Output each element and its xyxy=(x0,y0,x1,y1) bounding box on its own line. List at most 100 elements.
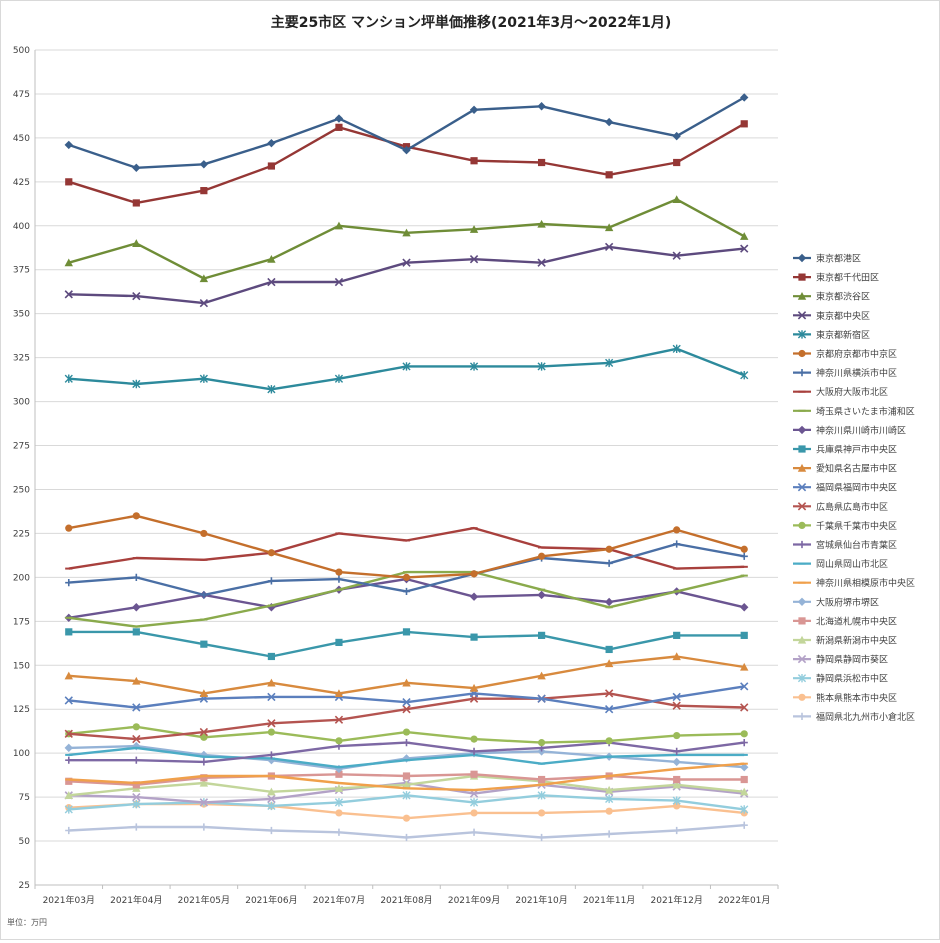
data-point xyxy=(335,568,343,576)
series-line xyxy=(68,630,745,658)
data-point xyxy=(402,228,411,237)
data-point xyxy=(537,258,546,267)
data-point xyxy=(537,739,546,747)
data-point xyxy=(132,163,141,172)
legend-label: 神奈川県相模原市中央区 xyxy=(816,577,915,589)
data-point xyxy=(469,592,479,601)
data-point xyxy=(267,549,276,557)
data-point xyxy=(334,374,344,383)
data-point xyxy=(200,640,208,648)
data-point xyxy=(402,814,411,822)
data-point xyxy=(402,587,411,596)
series-lines xyxy=(64,93,749,842)
data-point xyxy=(673,158,681,167)
data-point xyxy=(199,798,209,807)
legend-marker xyxy=(797,425,807,435)
y-tick-label: 300 xyxy=(13,398,30,408)
data-point xyxy=(334,277,344,287)
legend-label: 埼玉県さいたま市浦和区 xyxy=(816,405,915,417)
x-tick-label: 2021年12月 xyxy=(651,894,703,906)
data-point xyxy=(402,258,411,267)
legend-item: 大阪府大阪市北区 xyxy=(793,386,888,398)
data-point xyxy=(469,105,479,114)
data-point xyxy=(334,715,344,724)
data-point xyxy=(673,747,681,755)
data-point xyxy=(672,251,681,260)
data-point xyxy=(470,570,478,578)
x-tick-label: 2021年06月 xyxy=(245,894,297,906)
data-point xyxy=(402,728,411,736)
y-tick-label: 350 xyxy=(13,310,30,320)
legend-label: 東京都中央区 xyxy=(816,310,870,322)
data-point xyxy=(200,591,208,599)
data-point xyxy=(740,730,748,738)
series-line xyxy=(68,655,745,695)
data-point xyxy=(605,807,613,815)
data-point xyxy=(537,833,546,842)
series-line xyxy=(68,96,745,170)
series-東京都港区 xyxy=(64,93,749,172)
legend-label: 東京都渋谷区 xyxy=(816,291,870,303)
x-tick-label: 2022年01月 xyxy=(718,894,770,906)
data-point xyxy=(132,756,140,764)
legend-item: 大阪府堺市堺区 xyxy=(793,596,879,608)
series-福岡県福岡市中央区 xyxy=(64,682,749,714)
legend-item: 東京都新宿区 xyxy=(793,329,870,341)
legend-item: 東京都港区 xyxy=(793,253,861,265)
gridlines xyxy=(35,49,778,886)
x-tick-label: 2021年07月 xyxy=(313,894,365,906)
series-東京都新宿区 xyxy=(64,344,749,394)
data-point xyxy=(267,826,276,835)
data-point xyxy=(132,628,140,636)
x-tick-label: 2021年08月 xyxy=(380,894,432,906)
y-tick-label: 125 xyxy=(13,705,30,715)
series-line xyxy=(68,122,745,205)
legend-item: 埼玉県さいたま市浦和区 xyxy=(793,405,915,417)
data-point xyxy=(132,703,141,712)
legend-item: 北海道札幌市中央区 xyxy=(793,615,897,627)
legend-item: 宮城県仙台市青葉区 xyxy=(793,539,897,551)
data-point xyxy=(673,631,681,639)
legend-marker xyxy=(797,463,807,472)
series-line xyxy=(68,685,745,711)
data-point xyxy=(402,780,411,789)
data-point xyxy=(740,552,748,560)
data-point xyxy=(740,703,749,712)
data-point xyxy=(200,187,208,195)
data-point xyxy=(470,735,478,743)
data-point xyxy=(65,579,73,587)
data-point xyxy=(132,603,141,612)
data-point xyxy=(604,659,614,668)
data-point xyxy=(402,754,411,763)
data-point xyxy=(132,792,141,802)
data-point xyxy=(267,678,276,687)
y-tick-label: 425 xyxy=(13,178,30,188)
data-point xyxy=(673,731,681,740)
series-東京都千代田区 xyxy=(65,120,748,207)
axes: 25 50 75 100 125 150 175 200 225 250 275 300 325 350 3… xyxy=(13,46,779,906)
data-point xyxy=(132,573,140,581)
series-line xyxy=(68,198,745,280)
data-point xyxy=(335,770,343,778)
data-point xyxy=(64,696,73,705)
data-point xyxy=(200,733,208,741)
x-tick-label: 2021年05月 xyxy=(178,894,230,906)
legend-label: 北海道札幌市中央区 xyxy=(816,615,897,627)
y-tick-label: 200 xyxy=(13,573,30,583)
data-point xyxy=(604,689,614,698)
legend-item: 神奈川県横浜市中区 xyxy=(793,367,897,379)
series-東京都渋谷区 xyxy=(64,195,749,283)
legend-marker xyxy=(797,311,807,320)
data-point xyxy=(335,737,343,745)
data-point xyxy=(604,597,614,607)
data-point xyxy=(673,826,681,835)
legend-label: 神奈川県横浜市中区 xyxy=(816,367,897,379)
data-point xyxy=(199,160,209,169)
data-point xyxy=(470,809,478,817)
y-tick-label: 325 xyxy=(13,354,30,364)
data-point xyxy=(335,828,343,836)
legend-marker xyxy=(797,330,807,339)
data-point xyxy=(672,796,681,805)
data-point xyxy=(469,798,479,807)
